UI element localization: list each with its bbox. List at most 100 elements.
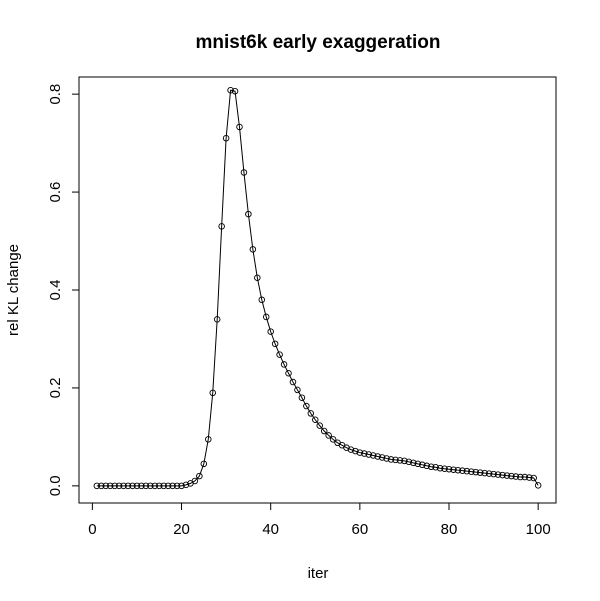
data-point — [329, 436, 337, 443]
data-point — [494, 471, 502, 478]
data-point — [396, 457, 404, 464]
data-point — [526, 474, 533, 481]
chart-title: mnist6k early exaggeration — [196, 32, 441, 53]
data-point — [271, 340, 279, 348]
data-point — [468, 468, 475, 475]
data-point — [347, 446, 355, 453]
data-point — [254, 274, 261, 282]
data-point — [356, 449, 364, 456]
plot-frame — [78, 76, 557, 504]
data-point — [427, 463, 435, 471]
data-point — [463, 467, 471, 475]
data-point — [160, 482, 167, 490]
data-point — [155, 482, 163, 490]
data-point — [111, 482, 118, 490]
x-tick-label: 0 — [88, 521, 96, 538]
data-point — [133, 482, 141, 490]
data-point — [378, 454, 386, 461]
data-point — [245, 210, 252, 218]
data-point — [98, 482, 105, 490]
data-point — [374, 453, 381, 460]
data-point — [459, 467, 466, 474]
y-tick-label: 0.0 — [47, 475, 64, 496]
data-point — [405, 458, 413, 466]
data-point — [307, 410, 315, 417]
x-tick-label: 60 — [352, 521, 369, 538]
data-point — [205, 436, 212, 443]
data-point — [196, 472, 203, 480]
data-point — [508, 472, 515, 480]
data-point — [485, 470, 493, 477]
data-point — [387, 456, 395, 463]
data-point — [454, 466, 462, 474]
data-point — [472, 468, 480, 476]
data-point — [169, 482, 176, 490]
data-point — [178, 482, 185, 490]
data-point — [231, 87, 239, 95]
data-point — [262, 313, 270, 321]
data-point — [401, 457, 408, 465]
data-point — [530, 474, 537, 482]
data-point — [102, 482, 109, 490]
data-point — [258, 296, 266, 304]
data-points — [93, 86, 542, 490]
data-point — [294, 386, 301, 394]
x-tick-label: 100 — [526, 521, 551, 538]
data-point — [182, 481, 190, 489]
data-point — [138, 482, 145, 490]
data-point — [298, 394, 306, 401]
data-point — [365, 451, 373, 458]
data-point — [369, 452, 377, 459]
data-point — [236, 123, 243, 131]
data-point — [383, 455, 390, 462]
data-point — [106, 482, 114, 490]
data-point — [115, 482, 123, 490]
data-point — [120, 482, 127, 490]
data-point — [352, 447, 359, 455]
data-point — [173, 482, 181, 490]
data-point — [512, 473, 520, 480]
y-axis: 0.0 0.2 0.4 0.6 0.8 — [47, 84, 80, 496]
x-tick-label: 20 — [173, 521, 190, 538]
data-point — [164, 482, 172, 490]
data-point — [227, 86, 234, 94]
y-axis-label: rel KL change — [5, 244, 22, 336]
data-point — [476, 469, 484, 476]
x-axis: 0 20 40 60 80 100 — [88, 502, 551, 538]
x-tick-label: 80 — [441, 521, 458, 538]
data-point — [191, 477, 199, 485]
data-point — [450, 466, 457, 473]
data-point — [151, 482, 159, 490]
data-point — [534, 482, 542, 489]
data-point — [361, 450, 368, 457]
x-axis-label: iter — [308, 565, 329, 582]
y-tick-label: 0.2 — [47, 378, 64, 399]
y-tick-label: 0.6 — [47, 182, 64, 203]
data-point — [320, 427, 328, 435]
data-point — [490, 470, 497, 478]
x-tick-label: 40 — [262, 521, 279, 538]
data-point — [521, 473, 529, 481]
data-point — [325, 432, 332, 439]
data-point — [517, 473, 524, 481]
data-point — [432, 464, 439, 471]
data-point — [423, 462, 430, 470]
data-point — [414, 460, 422, 468]
data-point — [200, 460, 208, 468]
data-point — [410, 459, 417, 467]
data-point — [481, 469, 488, 477]
data-point — [392, 456, 399, 464]
data-point — [303, 402, 310, 410]
data-point — [276, 351, 283, 358]
data-point — [209, 389, 216, 397]
data-point — [280, 361, 288, 368]
data-point — [445, 465, 453, 473]
data-point — [129, 482, 136, 490]
series-line — [96, 89, 539, 487]
data-point — [147, 482, 154, 490]
data-point — [499, 471, 506, 479]
y-tick-label: 0.4 — [47, 280, 64, 301]
data-point — [93, 482, 101, 490]
data-point — [218, 223, 225, 230]
